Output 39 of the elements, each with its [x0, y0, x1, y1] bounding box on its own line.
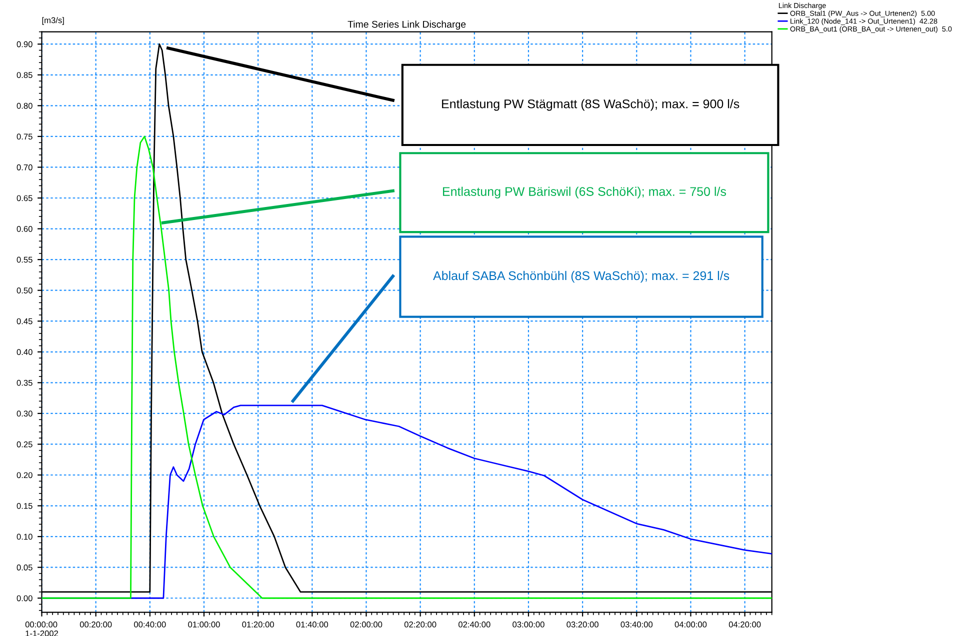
y-tick-label: 0.70 [16, 164, 32, 170]
y-tick-label: 0.25 [16, 441, 32, 448]
x-tick-label: 02:00:00 [350, 622, 382, 628]
y-tick-label: 0.30 [16, 410, 32, 417]
y-tick-label: 0.90 [16, 41, 32, 48]
x-tick-label: 01:20:00 [242, 622, 274, 628]
y-tick-label: 0.35 [16, 380, 32, 386]
x-tick-label: 04:20:00 [728, 622, 761, 628]
y-tick-label: 0.20 [16, 472, 32, 478]
chart-title: Time Series Link Discharge [348, 20, 466, 30]
y-tick-label: 0.15 [16, 502, 32, 509]
x-tick-label: 03:40:00 [620, 622, 653, 628]
x-tick-label: 00:40:00 [134, 622, 166, 628]
x-tick-label: 01:40:00 [296, 622, 328, 628]
y-tick-label: 0.75 [16, 134, 32, 140]
x-tick-label: 02:20:00 [404, 622, 436, 628]
y-tick-label: 0.45 [16, 318, 32, 324]
y-tick-label: 0.00 [16, 595, 32, 602]
x-tick-label: 00:00:00 1-1-2002 [25, 622, 58, 636]
y-tick-label: 0.40 [16, 349, 32, 355]
y-tick-label: 0.55 [16, 256, 32, 263]
annotation: Ablauf SABA Schönbühl (8S WaSchö); max. = 291 l/s [433, 270, 730, 283]
y-tick-label: 0.10 [16, 534, 32, 540]
y-tick-label: 0.05 [16, 564, 32, 570]
line-series [42, 136, 772, 599]
y-tick-label: 0.50 [16, 288, 32, 294]
x-tick-label: 03:20:00 [566, 622, 598, 628]
x-tick-label: 01:00:00 [188, 622, 220, 628]
y-tick-label: 0.65 [16, 195, 32, 202]
annotation: Entlastung PW Stägmatt (8S WaSchö); max. = 900 l/s [442, 99, 740, 111]
y-axis-title: [m3/s] [42, 17, 64, 25]
x-tick-label: 02:40:00 [458, 622, 490, 628]
y-tick-label: 0.80 [16, 102, 32, 109]
annotation: Entlastung PW Bäriswil (6S SchöKi); max. = 750 l/s [443, 186, 726, 198]
x-tick-label: 03:00:00 [512, 622, 544, 628]
x-tick-label: 04:00:00 [674, 622, 707, 628]
x-tick-label: 00:20:00 [80, 622, 112, 628]
y-tick-label: 0.85 [16, 72, 32, 78]
y-tick-label: 0.60 [16, 226, 32, 232]
